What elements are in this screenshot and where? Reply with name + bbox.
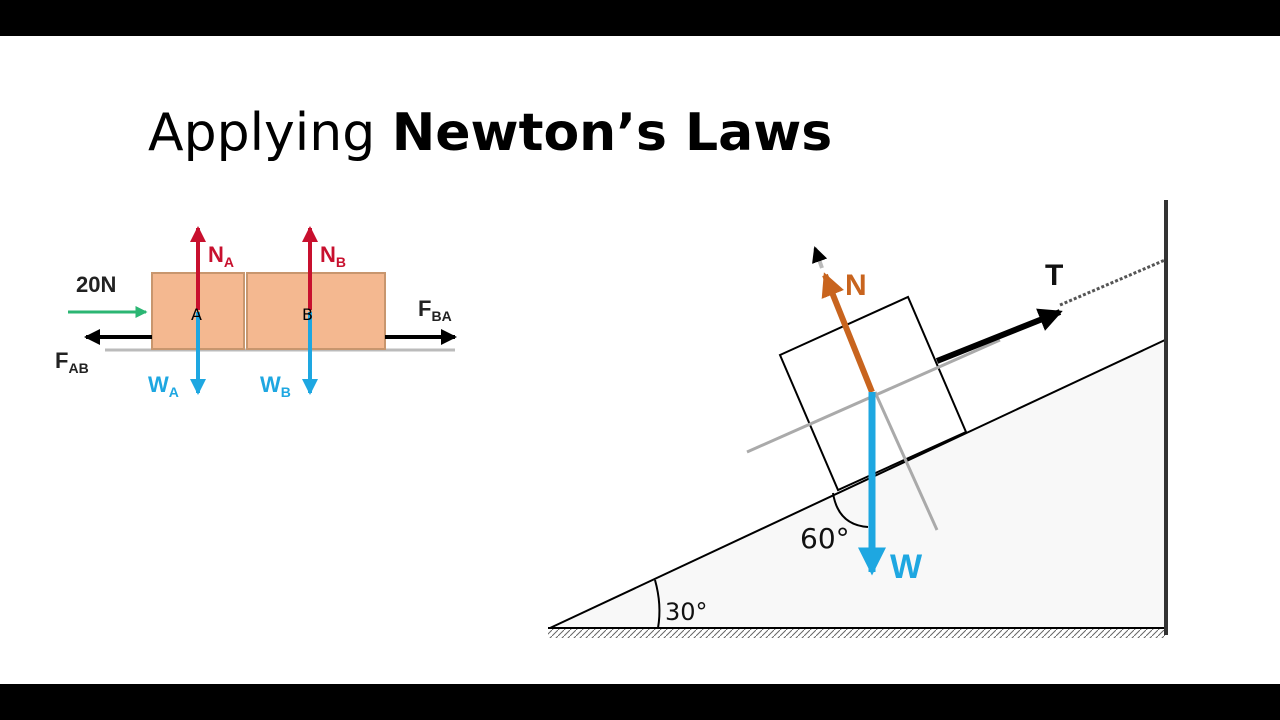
label: 20N: [76, 272, 116, 297]
right-diagram: N T W 60° 30°: [548, 200, 1168, 638]
label: B: [302, 305, 313, 324]
label: NA: [208, 242, 234, 270]
label: WB: [260, 372, 291, 400]
label: T: [1045, 259, 1063, 292]
label: FAB: [55, 348, 89, 376]
label: 30°: [665, 598, 708, 626]
axis-line: [873, 391, 939, 531]
label: NB: [320, 242, 346, 270]
ground: [548, 628, 1165, 638]
left-diagram: 20N A B NA NB WA WB FBA FAB: [55, 226, 457, 400]
axis-tip: [812, 246, 828, 269]
label: WA: [148, 372, 179, 400]
angle-arc: [654, 579, 661, 629]
normal-arrow: [821, 272, 875, 394]
angle-arc: [832, 492, 869, 528]
title: Applying Newton’s Laws: [148, 103, 832, 163]
label: 60°: [800, 522, 850, 555]
bottom-bar: [0, 684, 1280, 720]
tension-arrow: [935, 308, 1063, 364]
label: W: [890, 548, 923, 586]
top-bar: [0, 0, 1280, 36]
incline: [549, 339, 1166, 629]
label: A: [191, 305, 202, 324]
block: [778, 295, 968, 492]
rope: [1059, 258, 1166, 307]
label: N: [845, 269, 867, 302]
label: FBA: [418, 296, 452, 324]
block-b: [246, 272, 386, 350]
